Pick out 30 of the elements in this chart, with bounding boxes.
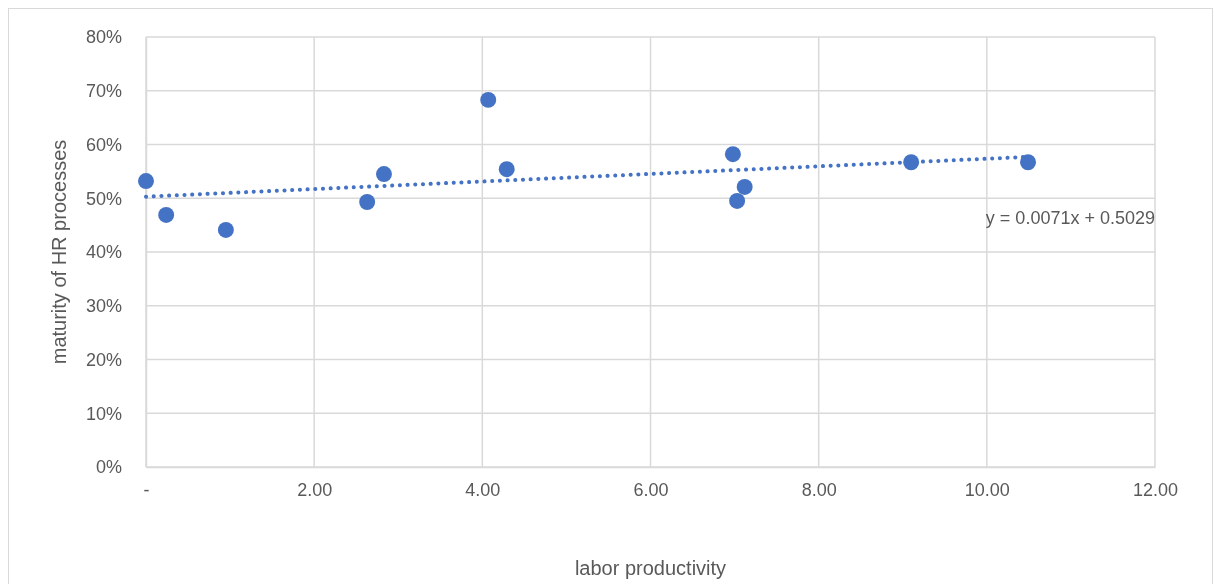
y-tick-label: 30% [85,296,122,317]
x-tick-label: 10.00 [964,479,1010,500]
y-tick-label: 60% [85,134,122,155]
x-tick-label: 4.00 [465,479,501,500]
point [158,206,175,223]
point [729,192,746,209]
x-axis-title: labor productivity [574,557,727,579]
point [498,161,515,178]
point [217,222,234,238]
point [724,146,741,163]
y-tick-label: 40% [85,242,122,263]
x-tick-label: 2.00 [297,479,333,500]
y-tick-label: 80% [85,27,122,48]
y-tick-label: 70% [85,81,122,102]
y-tick-label: 20% [85,349,122,370]
x-tick-label: 8.00 [801,479,837,500]
point [480,91,497,108]
x-tick-label: 12.00 [1132,479,1179,500]
x-tick-label: 6.00 [633,479,669,500]
y-tick-label: 50% [85,188,122,209]
x-tick-label: - [143,479,150,500]
y-tick-label: 0% [95,457,122,478]
annotation: y = 0.0071x + 0.5029 [985,208,1155,228]
point [1020,154,1037,171]
y-tick-label: 10% [85,403,122,424]
point [736,179,753,195]
y-axis-title: maturity of HR processes [48,139,70,365]
point [138,173,154,190]
point [359,194,376,210]
point [375,166,392,183]
